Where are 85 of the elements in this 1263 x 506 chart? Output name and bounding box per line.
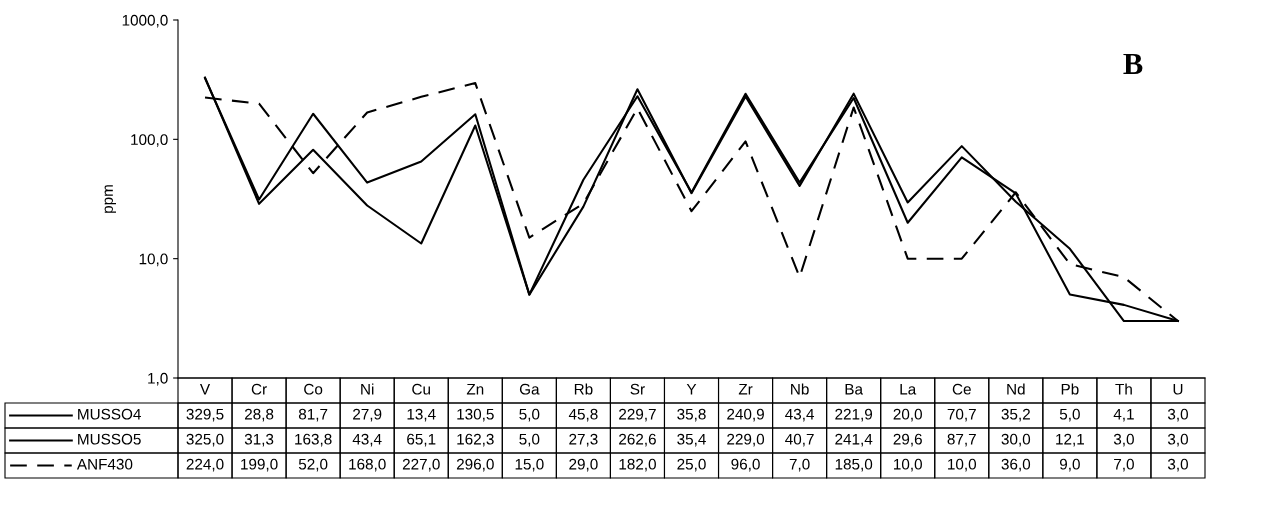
- data-label: 325,0: [186, 433, 224, 447]
- x-tick-label: Y: [686, 383, 697, 395]
- data-label: 227,0: [402, 458, 440, 472]
- data-label: 29,0: [569, 458, 598, 472]
- data-label: 130,5: [457, 408, 494, 422]
- x-tick-label: Nb: [791, 383, 809, 395]
- data-label: 182,0: [619, 458, 656, 472]
- data-label: 262,6: [619, 433, 656, 447]
- data-label: 5,0: [519, 408, 540, 422]
- data-label: 3,0: [1167, 408, 1188, 422]
- data-label: 10,0: [894, 458, 922, 472]
- data-label: 35,4: [677, 433, 706, 447]
- y-axis-title: ppm: [104, 185, 116, 213]
- y-tick-label: 1,0: [148, 372, 168, 386]
- data-label: 52,0: [298, 458, 328, 472]
- x-tick-label: Sr: [630, 383, 645, 395]
- data-label: 229,7: [619, 408, 656, 422]
- x-tick-label: Ni: [361, 383, 374, 395]
- data-label: 35,2: [1001, 408, 1030, 422]
- x-tick-label: Zn: [466, 383, 484, 395]
- legend-label: MUSSO4: [78, 408, 141, 420]
- data-label: 27,3: [569, 433, 598, 447]
- data-label: 70,7: [947, 408, 976, 422]
- data-label: 240,9: [727, 408, 764, 422]
- data-label: 81,7: [298, 408, 328, 422]
- x-tick-label: Ce: [952, 383, 971, 395]
- data-label: 5,0: [1059, 408, 1080, 422]
- x-tick-label: U: [1173, 383, 1183, 395]
- data-label: 162,3: [457, 433, 494, 447]
- x-tick-label: Th: [1115, 383, 1132, 395]
- data-label: 36,0: [1001, 458, 1031, 472]
- data-label: 7,0: [789, 458, 810, 472]
- x-tick-label: Rb: [574, 383, 593, 395]
- data-label: 3,0: [1167, 458, 1188, 472]
- y-tick-label: 1000,0: [122, 14, 168, 28]
- data-label: 4,1: [1113, 408, 1134, 422]
- y-tick-label: 10,0: [139, 253, 168, 267]
- data-label: 15,0: [515, 458, 544, 472]
- data-label: 45,8: [568, 408, 598, 422]
- x-tick-label: Cu: [412, 383, 430, 395]
- data-label: 27,9: [353, 408, 382, 422]
- legend-label: MUSSO5: [78, 433, 141, 445]
- x-tick-label: Pb: [1061, 383, 1079, 395]
- x-tick-label: Zr: [738, 383, 753, 395]
- annotation: B: [1123, 53, 1143, 74]
- data-label: 20,0: [893, 408, 922, 422]
- data-label: 329,5: [186, 408, 224, 422]
- data-label: 13,4: [407, 408, 436, 422]
- data-label: 229,0: [727, 433, 765, 447]
- data-label: 30,0: [1001, 433, 1031, 447]
- data-label: 10,0: [948, 458, 977, 472]
- data-label: 40,7: [785, 433, 814, 447]
- data-label: 221,9: [835, 408, 873, 422]
- data-label: 12,1: [1056, 433, 1084, 447]
- x-tick-label: Cr: [251, 383, 267, 395]
- data-label: 296,0: [456, 458, 494, 472]
- data-label: 87,7: [947, 433, 976, 447]
- x-tick-label: Ga: [519, 383, 540, 395]
- data-label: 3,0: [1113, 433, 1134, 447]
- data-label: 241,4: [835, 433, 873, 447]
- data-label: 9,0: [1059, 458, 1080, 472]
- x-tick-label: Co: [304, 383, 323, 395]
- x-tick-label: Ba: [845, 383, 863, 395]
- data-label: 185,0: [835, 458, 873, 472]
- data-label: 168,0: [349, 458, 386, 472]
- data-label: 224,0: [186, 458, 224, 472]
- data-label: 29,6: [893, 433, 922, 447]
- data-label: 43,4: [352, 433, 382, 447]
- x-tick-label: La: [900, 383, 917, 395]
- data-label: 31,3: [244, 433, 274, 447]
- y-tick-label: 100,0: [131, 134, 168, 147]
- data-label: 5,0: [519, 433, 540, 447]
- data-label: 7,0: [1114, 458, 1134, 472]
- x-tick-label: Nd: [1007, 383, 1025, 395]
- x-tick-label: V: [200, 383, 211, 395]
- data-label: 35,8: [677, 408, 706, 422]
- data-label: 28,8: [244, 408, 274, 422]
- data-label: 43,4: [785, 408, 815, 422]
- data-label: 25,0: [677, 458, 706, 472]
- data-label: 199,0: [241, 458, 278, 472]
- legend-label: ANF430: [76, 458, 133, 470]
- data-label: 163,8: [295, 433, 332, 447]
- data-label: 65,1: [407, 433, 436, 447]
- data-label: 3,0: [1167, 433, 1188, 447]
- data-label: 96,0: [731, 458, 760, 472]
